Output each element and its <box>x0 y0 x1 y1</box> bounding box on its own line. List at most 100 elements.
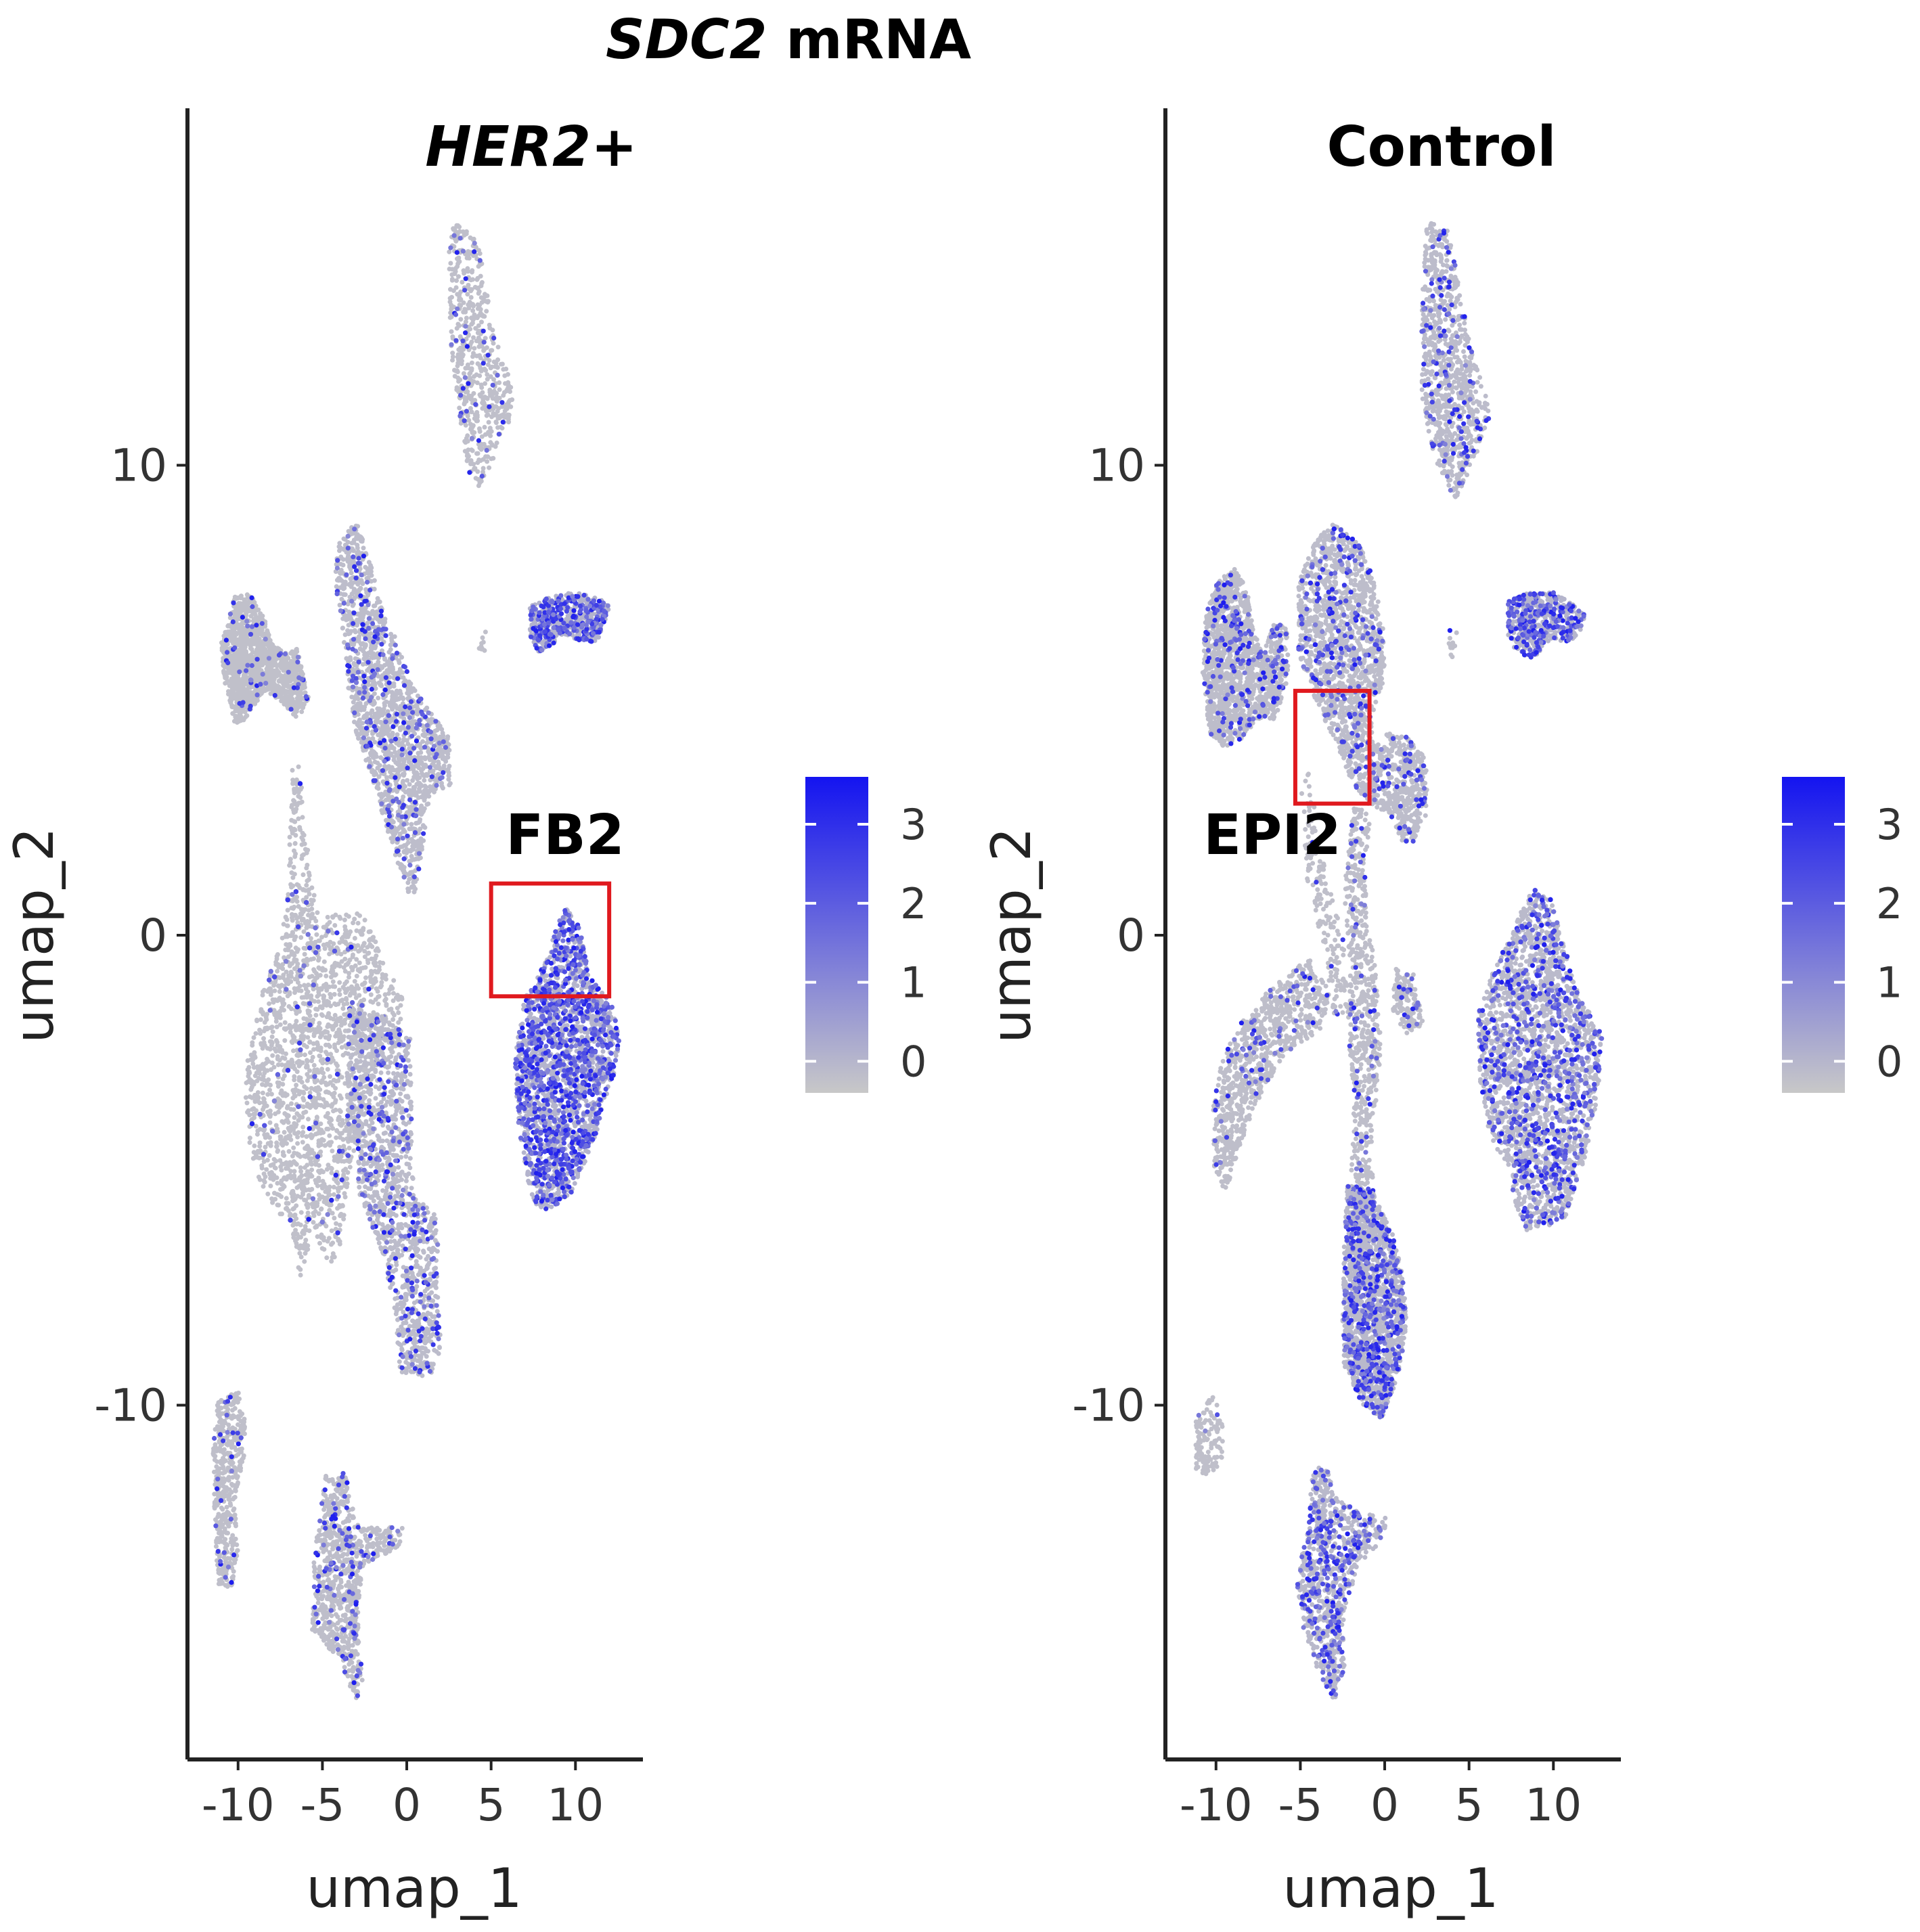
data-point <box>1584 1081 1589 1086</box>
data-point <box>1393 1356 1398 1362</box>
data-point <box>583 623 589 628</box>
data-point <box>591 998 597 1004</box>
data-point <box>1527 897 1533 903</box>
data-point <box>1507 1037 1513 1042</box>
data-point <box>1404 838 1409 844</box>
data-point <box>359 1549 364 1554</box>
data-point <box>1514 1140 1519 1145</box>
data-point <box>1342 1559 1347 1565</box>
data-point <box>1228 725 1234 730</box>
data-point <box>547 1182 552 1188</box>
data-point <box>593 983 599 988</box>
data-point <box>1578 623 1584 629</box>
data-point <box>1534 1059 1539 1064</box>
data-point <box>1316 596 1322 601</box>
her2-cluster-FB2-cluster-expressing <box>513 907 621 1211</box>
data-point <box>1532 592 1537 598</box>
data-point <box>1360 1308 1365 1313</box>
data-point <box>1329 1642 1335 1648</box>
data-point <box>1377 1307 1382 1312</box>
data-point <box>1560 605 1565 611</box>
data-point <box>397 1200 403 1206</box>
data-point <box>1322 554 1328 560</box>
data-point <box>347 1544 352 1549</box>
data-point <box>1393 1362 1399 1368</box>
data-point <box>589 1052 595 1058</box>
data-point <box>1450 442 1456 447</box>
data-point <box>1360 853 1366 858</box>
data-point <box>407 862 413 868</box>
data-point <box>262 1123 267 1128</box>
data-point <box>1531 619 1536 624</box>
data-point <box>563 1027 568 1032</box>
data-point <box>390 1186 395 1191</box>
data-point <box>1312 1539 1317 1544</box>
data-point <box>1349 1370 1355 1376</box>
data-point <box>359 1037 364 1043</box>
data-point <box>1569 1033 1575 1038</box>
data-point <box>1326 680 1331 686</box>
data-point <box>390 1542 395 1547</box>
data-point <box>439 775 445 780</box>
data-point <box>1522 1117 1527 1123</box>
data-point <box>1466 414 1471 420</box>
data-point <box>1349 554 1355 559</box>
data-point <box>1398 1320 1403 1326</box>
data-point <box>1557 1186 1562 1191</box>
data-point <box>1339 1516 1344 1522</box>
data-point <box>1592 1081 1597 1087</box>
data-point <box>1402 824 1408 829</box>
data-point <box>353 568 359 573</box>
data-point <box>1349 823 1354 828</box>
data-point <box>523 1136 529 1142</box>
data-point <box>370 1225 376 1230</box>
data-point <box>1364 1401 1370 1406</box>
data-point <box>1404 734 1409 740</box>
data-point <box>1519 925 1525 930</box>
data-point <box>574 1110 579 1115</box>
data-point <box>541 1071 546 1076</box>
data-point <box>219 1498 224 1503</box>
data-point <box>352 1029 357 1035</box>
data-point <box>1360 1271 1366 1276</box>
data-point <box>429 1257 435 1262</box>
data-point <box>1327 596 1333 601</box>
data-point <box>364 719 370 725</box>
data-point <box>307 1094 313 1100</box>
data-point <box>339 1177 344 1183</box>
her2-fb2-highlight-box <box>489 881 612 999</box>
data-point <box>349 945 354 950</box>
data-point <box>596 629 602 635</box>
data-point <box>1555 1115 1560 1120</box>
data-point <box>598 1068 603 1073</box>
data-point <box>1301 664 1306 669</box>
data-point <box>424 1361 430 1366</box>
data-point <box>1328 669 1333 674</box>
data-point <box>1322 1615 1327 1621</box>
data-point <box>1361 693 1366 698</box>
data-point <box>400 1115 405 1120</box>
data-point <box>1375 1365 1381 1370</box>
data-point <box>313 1550 319 1556</box>
data-point <box>1388 1282 1393 1288</box>
data-point <box>1327 1530 1333 1535</box>
data-point <box>552 1179 558 1185</box>
data-point <box>297 781 303 786</box>
data-point <box>1492 1084 1497 1089</box>
data-point <box>1308 1513 1313 1519</box>
data-point <box>345 662 351 669</box>
data-point <box>1423 269 1429 274</box>
data-point <box>1560 964 1565 969</box>
data-point <box>359 1104 364 1109</box>
data-point <box>466 381 471 386</box>
data-point <box>1352 725 1358 730</box>
data-point <box>1527 619 1532 625</box>
data-point <box>481 340 487 345</box>
data-point <box>1229 623 1234 629</box>
data-point <box>1597 1029 1602 1034</box>
data-point <box>1553 1110 1559 1116</box>
data-point <box>363 1152 368 1157</box>
data-point <box>1541 633 1546 639</box>
data-point <box>249 624 255 629</box>
data-point <box>516 1029 522 1035</box>
